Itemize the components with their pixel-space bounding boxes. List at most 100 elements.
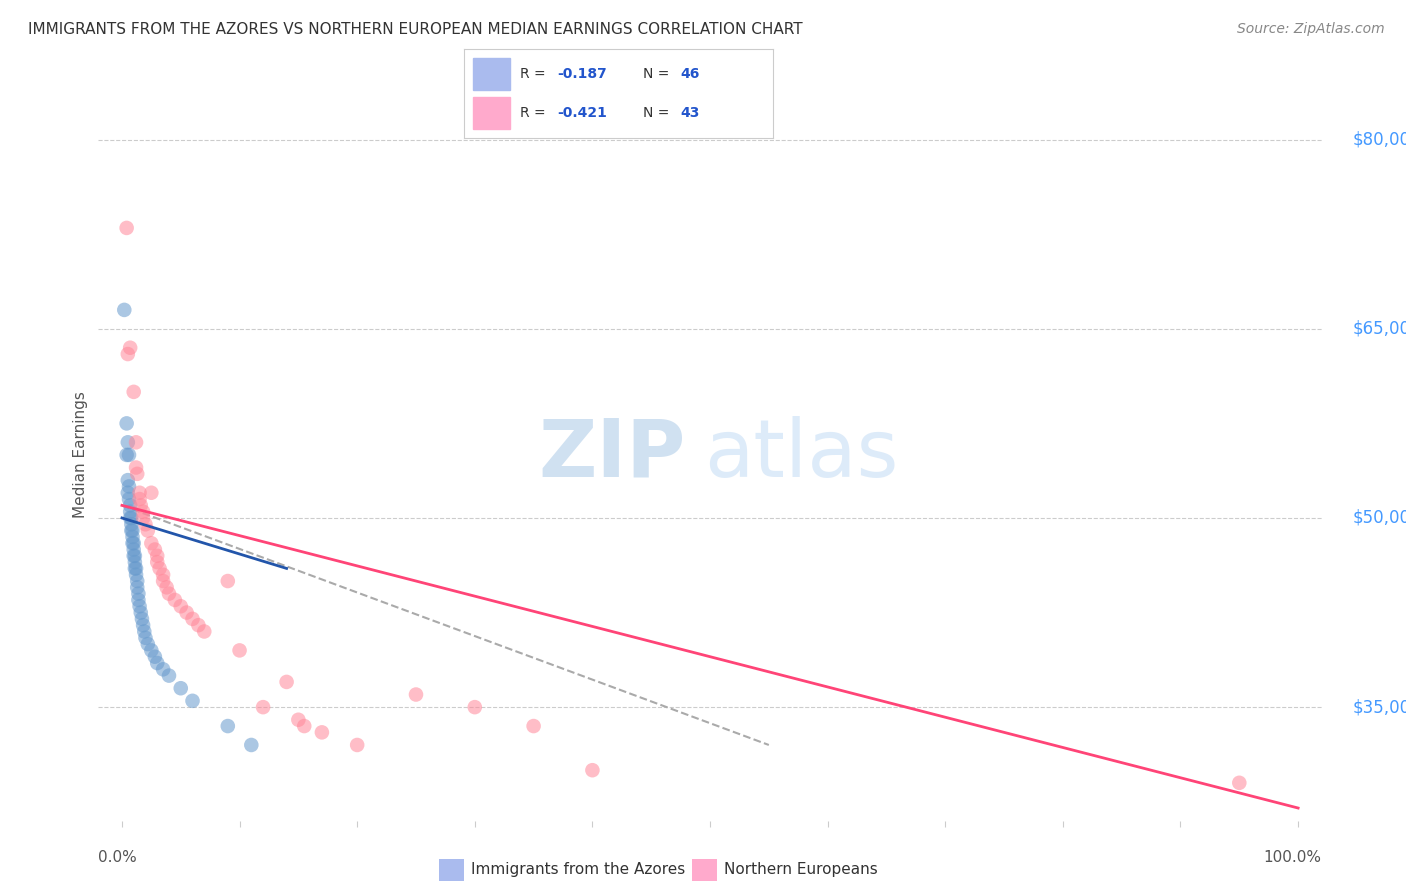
Point bbox=[120, 524, 142, 538]
Point bbox=[287, 713, 309, 727]
Point bbox=[134, 624, 156, 639]
Point bbox=[156, 580, 179, 594]
Point bbox=[131, 612, 153, 626]
Text: N =: N = bbox=[644, 67, 673, 81]
Point bbox=[115, 221, 138, 235]
Point bbox=[129, 606, 152, 620]
Point bbox=[128, 599, 150, 614]
Point bbox=[122, 536, 145, 550]
Point bbox=[132, 618, 155, 632]
Point bbox=[181, 694, 204, 708]
Point bbox=[118, 448, 141, 462]
Point bbox=[187, 618, 209, 632]
Point bbox=[1227, 776, 1250, 790]
Point bbox=[127, 574, 149, 588]
Point bbox=[122, 384, 145, 399]
Point bbox=[128, 491, 150, 506]
Text: 0.0%: 0.0% bbox=[98, 850, 138, 865]
Point bbox=[276, 674, 298, 689]
Bar bbox=[474, 58, 510, 90]
Point bbox=[120, 517, 142, 532]
Point bbox=[152, 662, 174, 676]
Point bbox=[115, 417, 138, 431]
Point bbox=[152, 567, 174, 582]
Point bbox=[121, 524, 143, 538]
Point bbox=[193, 624, 215, 639]
Point bbox=[120, 511, 142, 525]
Point bbox=[136, 637, 159, 651]
Point bbox=[143, 542, 166, 557]
Point bbox=[118, 491, 141, 506]
Point bbox=[117, 485, 139, 500]
Point bbox=[117, 473, 139, 487]
Point bbox=[120, 505, 142, 519]
Point bbox=[125, 561, 148, 575]
Text: IMMIGRANTS FROM THE AZORES VS NORTHERN EUROPEAN MEDIAN EARNINGS CORRELATION CHAR: IMMIGRANTS FROM THE AZORES VS NORTHERN E… bbox=[28, 22, 803, 37]
Text: $50,000: $50,000 bbox=[1353, 509, 1406, 527]
Point bbox=[121, 536, 143, 550]
Point bbox=[143, 649, 166, 664]
Point bbox=[132, 505, 155, 519]
Point bbox=[125, 567, 148, 582]
Point bbox=[311, 725, 333, 739]
Point bbox=[170, 681, 193, 696]
Text: 43: 43 bbox=[681, 106, 700, 120]
Point bbox=[134, 517, 156, 532]
Point bbox=[115, 448, 138, 462]
Point bbox=[141, 485, 163, 500]
Point bbox=[176, 606, 198, 620]
Text: -0.187: -0.187 bbox=[557, 67, 606, 81]
Point bbox=[129, 499, 152, 513]
Point bbox=[122, 542, 145, 557]
Point bbox=[124, 555, 146, 569]
Point bbox=[149, 561, 172, 575]
Text: R =: R = bbox=[520, 106, 550, 120]
Point bbox=[146, 549, 169, 563]
Point bbox=[240, 738, 263, 752]
Text: -0.421: -0.421 bbox=[557, 106, 606, 120]
Point bbox=[217, 719, 239, 733]
Y-axis label: Median Earnings: Median Earnings bbox=[73, 392, 89, 518]
Point bbox=[581, 763, 603, 777]
Point bbox=[120, 499, 142, 513]
Text: N =: N = bbox=[644, 106, 673, 120]
Point bbox=[121, 530, 143, 544]
Text: R =: R = bbox=[520, 67, 550, 81]
Point bbox=[125, 435, 148, 450]
Point bbox=[157, 587, 180, 601]
Text: Immigrants from the Azores: Immigrants from the Azores bbox=[471, 863, 685, 877]
Point bbox=[117, 435, 139, 450]
Point bbox=[157, 668, 180, 682]
Text: Source: ZipAtlas.com: Source: ZipAtlas.com bbox=[1237, 22, 1385, 37]
Text: $35,000: $35,000 bbox=[1353, 698, 1406, 716]
Point bbox=[181, 612, 204, 626]
Point bbox=[118, 479, 141, 493]
Text: atlas: atlas bbox=[704, 416, 898, 494]
Point bbox=[292, 719, 315, 733]
Point bbox=[125, 460, 148, 475]
Text: $65,000: $65,000 bbox=[1353, 320, 1406, 338]
Point bbox=[122, 549, 145, 563]
Point bbox=[146, 555, 169, 569]
Point bbox=[146, 656, 169, 670]
Point bbox=[127, 580, 149, 594]
Point bbox=[124, 549, 146, 563]
Point bbox=[128, 485, 150, 500]
Point bbox=[141, 536, 163, 550]
Point bbox=[163, 593, 186, 607]
Point bbox=[252, 700, 274, 714]
Point bbox=[152, 574, 174, 588]
Point bbox=[112, 302, 135, 317]
Point bbox=[141, 643, 163, 657]
Point bbox=[228, 643, 250, 657]
Text: ZIP: ZIP bbox=[538, 416, 686, 494]
Point bbox=[170, 599, 193, 614]
Point bbox=[127, 593, 149, 607]
Text: Northern Europeans: Northern Europeans bbox=[724, 863, 877, 877]
Point bbox=[464, 700, 486, 714]
Point bbox=[120, 511, 142, 525]
Point bbox=[120, 341, 142, 355]
Text: 100.0%: 100.0% bbox=[1264, 850, 1322, 865]
Point bbox=[132, 511, 155, 525]
Point bbox=[405, 688, 427, 702]
